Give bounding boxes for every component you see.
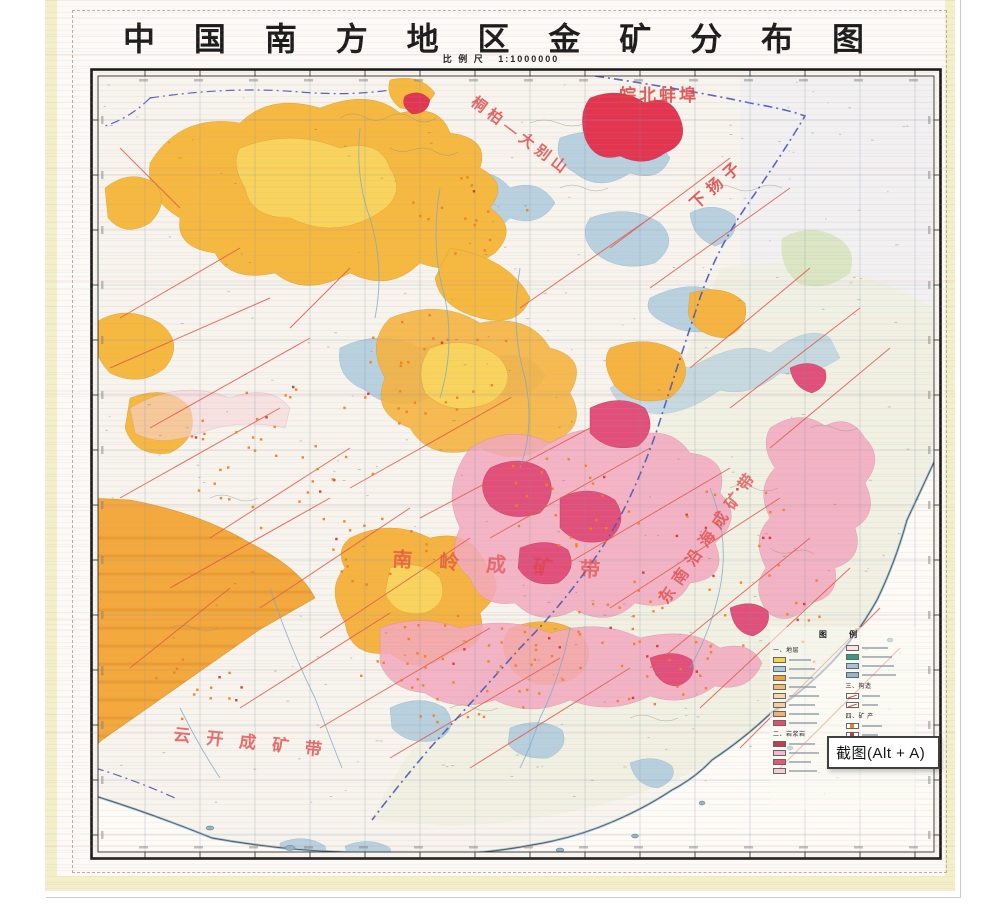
page-border-right	[960, 0, 961, 898]
legend-section-header: 二、岩浆岩	[773, 732, 806, 738]
legend-item	[773, 673, 841, 682]
legend-color-swatch	[773, 749, 786, 756]
legend-item-label-illegible	[789, 667, 815, 670]
legend-mineral-symbol	[845, 722, 859, 729]
legend-item	[773, 766, 841, 775]
ornamental-border	[72, 10, 947, 873]
legend-color-swatch	[773, 740, 786, 747]
legend-item	[773, 709, 841, 718]
legend-color-swatch	[773, 656, 786, 663]
legend-color-swatch	[773, 665, 786, 672]
coastline	[98, 461, 934, 852]
tooltip-text: 截图(Alt + A)	[836, 745, 926, 762]
legend-item-label-illegible	[861, 646, 888, 649]
legend-color-swatch	[845, 662, 859, 669]
legend-item-label-illegible	[789, 694, 819, 697]
legend-fault-symbol	[845, 692, 859, 699]
rivers	[179, 127, 724, 779]
tectonic-boundaries	[98, 76, 807, 821]
legend-color-swatch	[845, 644, 859, 651]
legend-item-label-illegible	[861, 733, 878, 736]
map-fine-print-specks	[100, 81, 919, 803]
legend-fault-symbol	[845, 701, 859, 708]
legend-item	[773, 691, 841, 700]
legend-item-label-illegible	[861, 694, 880, 697]
legend-item	[773, 682, 841, 691]
legend-item-label-illegible	[861, 724, 882, 727]
legend-item-label-illegible	[789, 712, 819, 715]
legend-item-label-illegible	[789, 703, 815, 706]
legend-item-label-illegible	[789, 769, 817, 772]
legend-color-swatch	[773, 683, 786, 690]
legend-item	[845, 661, 914, 670]
screenshot-tooltip: 截图(Alt + A)	[827, 736, 940, 769]
scale-label: 比 例 尺	[442, 54, 485, 64]
scale-value: 1:1000000	[498, 54, 560, 64]
page-border-bottom	[46, 897, 960, 898]
legend-section-header: 一、地层	[773, 648, 800, 654]
legend-color-swatch	[773, 767, 786, 774]
legend-item	[845, 652, 914, 661]
legend-item	[773, 718, 841, 727]
legend-item	[845, 721, 914, 730]
legend-item	[773, 739, 841, 748]
gold-deposit-dots	[155, 176, 858, 724]
legend-item-label-illegible	[789, 685, 816, 688]
legend-item	[773, 757, 841, 766]
map-paper: 中 国 南 方 地 区 金 矿 分 布 图 比 例 尺 1:1000000	[57, 0, 947, 876]
legend-color-swatch	[773, 710, 786, 717]
legend-color-swatch	[773, 674, 786, 681]
legend-item	[773, 655, 841, 664]
legend-item	[845, 670, 914, 679]
legend-column-left: 一、地层 二、岩浆岩	[773, 643, 841, 775]
legend-item-label-illegible	[789, 658, 811, 661]
map-frame-inner	[97, 75, 935, 853]
legend-color-swatch	[845, 671, 859, 678]
legend-color-swatch	[845, 653, 859, 660]
legend-item	[845, 691, 914, 700]
map-title: 中 国 南 方 地 区 金 矿 分 布 图	[123, 21, 879, 57]
legend-section-header: 四、矿 产	[845, 714, 874, 720]
map-frame-outer	[90, 68, 942, 860]
legend-item	[845, 643, 914, 652]
legend-item-label-illegible	[861, 655, 892, 658]
legend-item-label-illegible	[789, 751, 819, 754]
legend-color-swatch	[773, 692, 786, 699]
contour-squiggles	[169, 113, 859, 722]
map-label: 皖北蚌埠	[619, 85, 699, 105]
legend-item-label-illegible	[861, 673, 896, 676]
map-scale: 比 例 尺 1:1000000	[57, 52, 945, 65]
legend-color-swatch	[773, 701, 786, 708]
legend-color-swatch	[773, 758, 786, 765]
legend-item-label-illegible	[789, 760, 811, 763]
legend-section-header: 三、构造	[845, 684, 872, 690]
legend-color-swatch	[773, 719, 786, 726]
legend-item	[773, 748, 841, 757]
legend-item	[773, 664, 841, 673]
legend-item	[773, 700, 841, 709]
map-legend: 图 例 一、地层二、岩浆岩 三、构造四、矿 产	[770, 627, 916, 809]
legend-item-label-illegible	[789, 742, 815, 745]
legend-item	[845, 700, 914, 709]
legend-title: 图 例	[818, 630, 868, 639]
legend-item-label-illegible	[789, 721, 817, 724]
legend-item-label-illegible	[861, 703, 878, 706]
legend-item-label-illegible	[861, 664, 894, 667]
legend-item-label-illegible	[789, 676, 813, 679]
